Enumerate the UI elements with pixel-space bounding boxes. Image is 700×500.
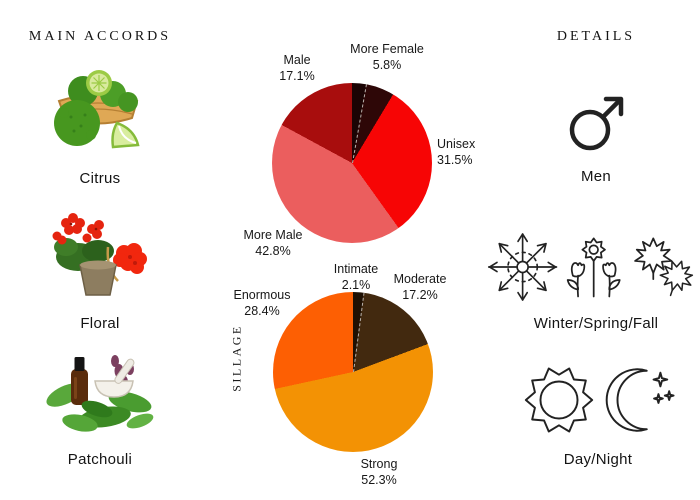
sillage-axis-label: SILLAGE <box>229 324 244 392</box>
accord-label-citrus: Citrus <box>79 170 121 187</box>
floral-image <box>52 213 147 296</box>
detail-label-daynight: Day/Night <box>563 451 633 468</box>
sun-icon <box>524 367 594 433</box>
snowflake-icon <box>487 233 558 301</box>
pie-segment-label-moderate: Moderate 17.2% <box>393 272 447 302</box>
moon-icon <box>605 368 675 432</box>
pie-segment-label-unisex: Unisex 31.5% <box>437 137 476 167</box>
pie-segment-label-strong: Strong 52.3% <box>360 457 398 487</box>
seasons-icon-group <box>486 226 698 308</box>
male-symbol-icon <box>569 96 624 151</box>
patchouli-image <box>46 355 154 432</box>
pie-segment-label-more-male: More Male 42.8% <box>243 228 303 258</box>
sillage-pie-chart <box>273 292 433 452</box>
pie-segment-label-male: Male 17.1% <box>279 53 315 83</box>
pie-segment-label-more-female: More Female 5.8% <box>350 42 424 72</box>
daynight-icon-group <box>520 360 680 440</box>
pie-segment-label-intimate: Intimate 2.1% <box>333 262 379 292</box>
detail-label-gender: Men <box>580 168 612 185</box>
detail-label-seasons: Winter/Spring/Fall <box>533 315 659 332</box>
details-header: DETAILS <box>556 29 636 44</box>
maple-leaves-icon <box>633 237 693 297</box>
flowers-icon <box>567 237 621 298</box>
pie-dashed-divider <box>353 292 365 373</box>
accord-label-floral: Floral <box>80 315 120 332</box>
pie-dashed-divider <box>352 84 367 164</box>
pie-segment-label-enormous: Enormous 28.4% <box>233 288 291 318</box>
gender-pie-chart <box>272 83 432 243</box>
main-accords-header: MAIN ACCORDS <box>28 29 172 44</box>
citrus-image <box>54 70 140 149</box>
accord-label-patchouli: Patchouli <box>67 451 133 468</box>
